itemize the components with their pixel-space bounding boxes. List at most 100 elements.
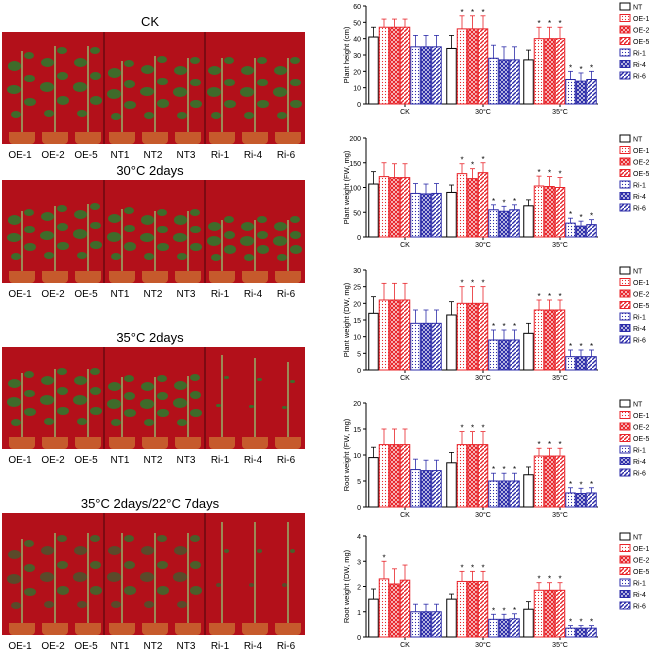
bar-oe-1 <box>378 176 390 238</box>
bar-oe-2 <box>544 38 555 105</box>
plant-leaf <box>224 216 234 224</box>
plant-leaf <box>124 409 136 418</box>
bar-nt <box>446 598 457 638</box>
plant-label: OE-2 <box>41 641 65 652</box>
plant-leaf <box>177 600 187 608</box>
bar-ri-4 <box>498 480 510 508</box>
plant-leaf <box>108 214 121 224</box>
y-tick-label: 50 <box>353 20 361 27</box>
bar-oe-1 <box>378 578 390 638</box>
legend-swatch-oe-5 <box>619 169 631 177</box>
significance-star: * <box>502 198 505 207</box>
y-axis-label: Plant weight (DW, mg) <box>342 282 351 357</box>
legend-swatch-oe-1 <box>619 278 631 286</box>
plant-6 <box>172 347 204 449</box>
plant-label: NT1 <box>110 289 130 300</box>
plant-leaf <box>124 80 135 88</box>
legend-swatch-oe-5 <box>619 37 631 45</box>
bar-ri-1 <box>410 322 421 371</box>
plant-leaf <box>174 215 187 225</box>
plant-leaf <box>244 254 254 262</box>
x-tick-label: CK <box>400 512 410 519</box>
plant-label: OE-1 <box>8 289 32 300</box>
y-tick-label: 5 <box>357 479 361 486</box>
plant-leaf <box>24 242 36 252</box>
bar-ri-1 <box>565 79 576 105</box>
significance-star: * <box>579 65 582 74</box>
bar-oe-1 <box>378 444 390 508</box>
plant-leaf <box>8 550 21 560</box>
photo-separator <box>103 32 105 144</box>
legend-label: OE-1 <box>633 16 649 23</box>
plant-leaf <box>244 112 254 120</box>
legend-label: OE-5 <box>633 569 649 576</box>
y-tick-label: 4 <box>357 534 361 541</box>
plant-2 <box>39 32 71 144</box>
bar-nt <box>523 205 534 238</box>
plant-leaf <box>290 99 302 109</box>
plant-leaf <box>57 96 69 105</box>
significance-star: * <box>537 19 540 28</box>
bar-oe-5 <box>477 580 489 638</box>
legend-label: OE-2 <box>633 558 649 565</box>
plant-pot <box>209 271 235 283</box>
legend-swatch-ri-1 <box>619 312 631 321</box>
plant-label: NT1 <box>110 150 130 161</box>
legend-label: Ri-1 <box>633 183 646 190</box>
bar-ri-4 <box>575 627 587 638</box>
plant-leaf <box>241 66 254 76</box>
plant-pot <box>109 437 135 449</box>
plant-leaf <box>224 78 235 87</box>
plant-leaf <box>257 57 267 65</box>
bar-ri-4 <box>575 225 587 238</box>
x-tick-label: 35°C <box>552 241 568 249</box>
plant-stem <box>54 533 56 625</box>
plant-label: NT1 <box>110 641 130 652</box>
legend-swatch-nt <box>619 399 631 408</box>
plant-stem <box>221 57 223 134</box>
plant-stem <box>121 377 123 439</box>
significance-star: * <box>502 322 505 331</box>
plant-leaf <box>44 252 54 260</box>
bar-ri-4 <box>575 492 587 508</box>
significance-star: * <box>548 169 551 178</box>
bar-ri-6 <box>509 339 520 371</box>
plant-5 <box>139 32 171 144</box>
legend-label: OE-1 <box>633 148 649 155</box>
plant-leaf <box>207 236 221 247</box>
plant-label: Ri-1 <box>210 641 230 652</box>
legend-swatch-ri-1 <box>619 445 631 454</box>
bar-ri-4 <box>420 611 432 638</box>
significance-star: * <box>502 465 505 474</box>
plant-leaf <box>257 245 269 254</box>
plant-leaf <box>157 77 168 86</box>
plant-leaf <box>124 560 135 569</box>
significance-star: * <box>513 197 516 206</box>
bar-oe-1 <box>456 302 468 371</box>
plant-leaf <box>24 371 34 379</box>
plant-leaf <box>190 391 201 399</box>
plant-6 <box>172 513 204 635</box>
legend-swatch-ri-6 <box>619 468 631 477</box>
significance-star: * <box>481 424 484 433</box>
plant-stem <box>121 208 123 273</box>
plant-4 <box>106 32 138 144</box>
significance-star: * <box>471 8 474 17</box>
plant-leaf <box>40 230 54 241</box>
plant-leaf <box>90 47 100 55</box>
significance-star: * <box>513 606 516 615</box>
bar-oe-2 <box>544 309 555 371</box>
plant-leaf <box>290 245 302 254</box>
plant-8 <box>239 32 271 144</box>
plant-label: OE-1 <box>8 641 32 652</box>
plant-leaf <box>57 367 67 375</box>
plant-leaf <box>190 99 202 109</box>
plant-7 <box>206 513 238 635</box>
legend-swatch-oe-1 <box>619 14 631 22</box>
plant-pot <box>275 271 301 283</box>
significance-star: * <box>558 575 561 584</box>
plant-leaf <box>273 236 287 247</box>
bar-oe-1 <box>533 309 545 371</box>
plant-stem <box>287 522 289 625</box>
significance-star: * <box>590 618 593 627</box>
